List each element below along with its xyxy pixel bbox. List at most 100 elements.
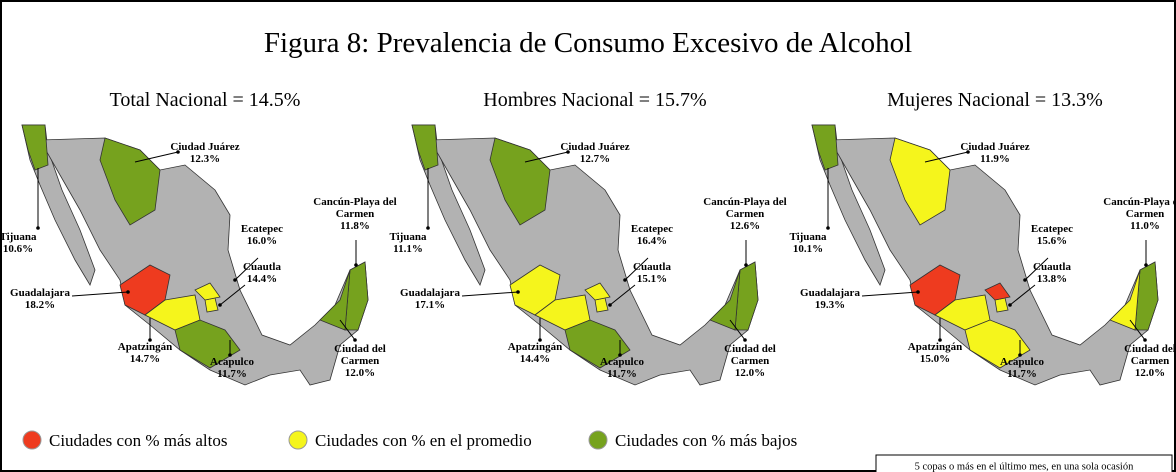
city-value: 12.3% — [190, 153, 220, 165]
arrow — [861, 291, 919, 297]
city-name: Carmen — [341, 355, 380, 367]
city-value: 19.3% — [815, 299, 845, 311]
city-name: Carmen — [336, 208, 375, 220]
city-name: Acapulco — [210, 356, 255, 368]
state — [319, 269, 351, 331]
arrow-head — [538, 338, 542, 342]
arrow — [1024, 257, 1049, 281]
legend-label: Ciudades con % más bajos — [615, 431, 797, 450]
state — [709, 269, 741, 331]
arrow-head — [966, 150, 970, 154]
city-value: 11.0% — [1130, 220, 1160, 232]
state — [194, 282, 221, 301]
state — [1109, 269, 1141, 331]
city-name: Guadalajara — [800, 287, 860, 299]
city-value: 15.0% — [920, 353, 950, 365]
arrow-head — [623, 278, 627, 282]
state — [534, 294, 591, 331]
arrow — [71, 291, 129, 297]
state — [584, 282, 611, 301]
legend-swatch — [588, 430, 608, 450]
city-name: Apatzingán — [908, 341, 962, 353]
arrow-head — [233, 278, 237, 282]
arrow — [219, 284, 246, 306]
city-value: 10.6% — [3, 243, 33, 255]
arrow — [234, 257, 259, 281]
city-value: 12.7% — [580, 153, 610, 165]
city-value: 11.7% — [217, 368, 247, 380]
city-name: Cancún-Playa del — [1103, 196, 1176, 208]
city-value: 13.8% — [1037, 273, 1067, 285]
note: 5 copas o más en el último mes, en una s… — [915, 461, 1134, 472]
panel-heading: Total Nacional = 14.5% — [110, 89, 301, 111]
city-name: Apatzingán — [508, 341, 562, 353]
arrow-head — [618, 353, 622, 357]
arrow-head — [1143, 338, 1147, 342]
city-name: Carmen — [726, 208, 765, 220]
city-value: 15.1% — [637, 273, 667, 285]
state — [564, 319, 631, 369]
arrow-head — [566, 150, 570, 154]
arrow-head — [744, 263, 748, 267]
arrow-head — [126, 290, 130, 294]
city-name: Acapulco — [600, 356, 645, 368]
city-value: 18.2% — [25, 299, 55, 311]
arrow-head — [148, 338, 152, 342]
city-name: Guadalajara — [400, 287, 460, 299]
city-name: Ecatepec — [241, 223, 283, 235]
arrow — [461, 291, 519, 297]
arrow — [729, 319, 746, 341]
city-name: Ciudad Juárez — [960, 141, 1029, 153]
panel-heading: Mujeres Nacional = 13.3% — [887, 89, 1103, 111]
city-value: 11.8% — [340, 220, 370, 232]
arrow — [609, 284, 636, 306]
arrow-head — [1018, 353, 1022, 357]
city-value: 14.4% — [520, 353, 550, 365]
arrow-head — [354, 263, 358, 267]
city-name: Ciudad del — [334, 343, 386, 355]
city-value: 11.7% — [607, 368, 637, 380]
city-name: Cancún-Playa del — [703, 196, 786, 208]
arrow-head — [608, 303, 612, 307]
city-name: Acapulco — [1000, 356, 1045, 368]
arrow-head — [36, 226, 40, 230]
arrow — [339, 319, 356, 341]
state — [934, 294, 991, 331]
city-value: 15.6% — [1037, 235, 1067, 247]
arrow-head — [1144, 263, 1148, 267]
city-name: Carmen — [1131, 355, 1170, 367]
city-name: Carmen — [731, 355, 770, 367]
arrow-head — [826, 226, 830, 230]
city-name: Ecatepec — [1031, 223, 1073, 235]
arrow — [624, 257, 649, 281]
legend-label: Ciudades con % en el promedio — [315, 431, 532, 450]
city-name: Cancún-Playa del — [313, 196, 396, 208]
city-name: Ecatepec — [631, 223, 673, 235]
city-name: Cuautla — [633, 261, 671, 273]
city-value: 11.9% — [980, 153, 1010, 165]
arrow-head — [743, 338, 747, 342]
city-name: Guadalajara — [10, 287, 70, 299]
legend-label: Ciudades con % más altos — [49, 431, 227, 450]
arrow-head — [218, 303, 222, 307]
city-value: 12.0% — [345, 367, 375, 379]
state — [964, 319, 1031, 369]
city-value: 16.0% — [247, 235, 277, 247]
title: Figura 8: Prevalencia de Consumo Excesiv… — [264, 27, 912, 59]
note-box — [875, 454, 1173, 472]
city-name: Cuautla — [243, 261, 281, 273]
city-value: 12.0% — [735, 367, 765, 379]
panel-heading: Hombres Nacional = 15.7% — [483, 89, 706, 111]
arrow — [1009, 284, 1036, 306]
state — [984, 282, 1011, 301]
city-value: 12.0% — [1135, 367, 1165, 379]
arrow — [524, 151, 569, 163]
map-panel: Mujeres Nacional = 13.3%Ciudad Juárez11.… — [789, 89, 1176, 386]
arrow — [1129, 319, 1146, 341]
legend-swatch — [288, 430, 308, 450]
city-value: 11.1% — [393, 243, 423, 255]
arrow — [134, 151, 179, 163]
arrow-head — [938, 338, 942, 342]
arrow-head — [1008, 303, 1012, 307]
